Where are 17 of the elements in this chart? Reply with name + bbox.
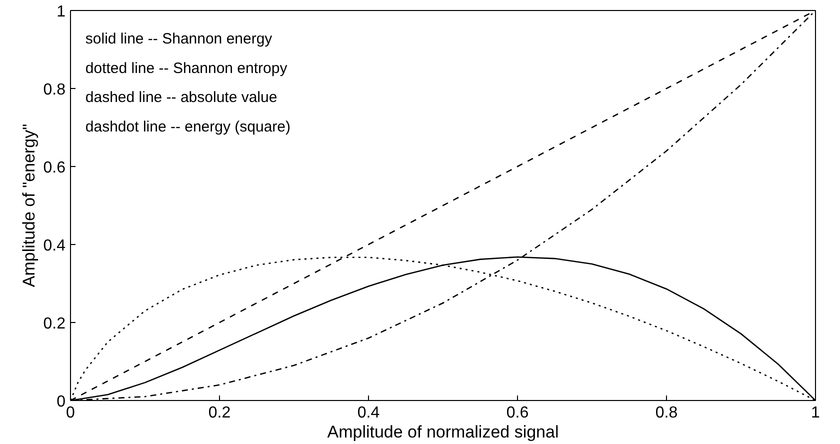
annotation: solid line -- Shannon energy [85, 30, 273, 48]
x-tick-label: 0.2 [208, 404, 231, 422]
y-tick-label: 0.6 [43, 160, 66, 176]
annotation: dashed line -- absolute value [85, 89, 278, 106]
y-tick-label: 1 [56, 4, 66, 20]
x-tick-label: 1 [811, 404, 820, 422]
x-axis-title: Amplitude of normalized signal [327, 422, 559, 442]
y-tick-label: 0.8 [43, 82, 66, 98]
x-tick-label: 0.8 [655, 404, 678, 422]
y-tick-label: 0 [56, 394, 66, 410]
annotation: dashdot line -- energy (square) [85, 118, 291, 136]
y-tick-label: 0.4 [43, 238, 66, 254]
x-tick-label: 0.6 [506, 404, 529, 422]
annotation: dotted line -- Shannon entropy [85, 60, 288, 77]
y-axis-title: Amplitude of "energy" [19, 124, 38, 288]
x-tick-label: 0.4 [357, 404, 380, 422]
y-tick-label: 0.2 [43, 316, 66, 332]
